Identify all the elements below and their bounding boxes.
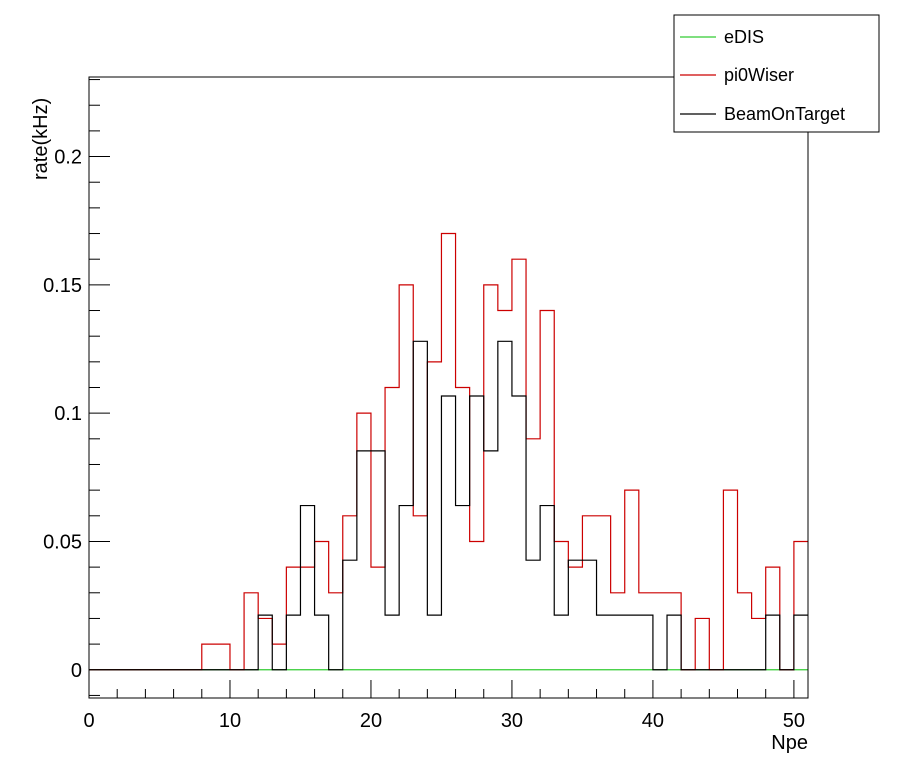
series-line-pi0wiser <box>89 232 808 671</box>
x-axis-label: Npe <box>771 732 808 754</box>
legend-label-beamontarget: BeamOnTarget <box>724 104 845 124</box>
y-axis-ticks: 0 0.05 0.1 0.15 0.2 <box>43 79 110 696</box>
x-tick-label: 20 <box>360 710 382 732</box>
y-tick-label: 0.1 <box>54 403 82 425</box>
y-tick-label: 0 <box>71 660 82 682</box>
legend-label-edis: eDIS <box>724 27 764 47</box>
x-tick-label: 0 <box>83 710 94 732</box>
x-axis-ticks: 0 10 20 30 40 50 <box>83 680 805 732</box>
y-tick-label: 0.2 <box>54 147 82 169</box>
series-line-beamontarget <box>89 340 808 671</box>
y-axis-label: rate(kHz) <box>30 98 52 180</box>
x-tick-label: 10 <box>219 710 241 732</box>
plot-area: 0 10 20 30 40 50 0 0.05 0.1 0.15 0.2 <box>43 76 809 732</box>
legend: eDIS pi0Wiser BeamOnTarget <box>673 14 880 133</box>
y-tick-label: 0.05 <box>43 531 82 553</box>
x-tick-label: 30 <box>501 710 523 732</box>
x-tick-label: 40 <box>642 710 664 732</box>
legend-frame <box>673 14 880 133</box>
plot-frame <box>88 76 809 699</box>
x-tick-label: 50 <box>783 710 805 732</box>
series-layer <box>89 232 808 671</box>
y-tick-label: 0.15 <box>43 275 82 297</box>
legend-label-pi0wiser: pi0Wiser <box>724 65 794 85</box>
